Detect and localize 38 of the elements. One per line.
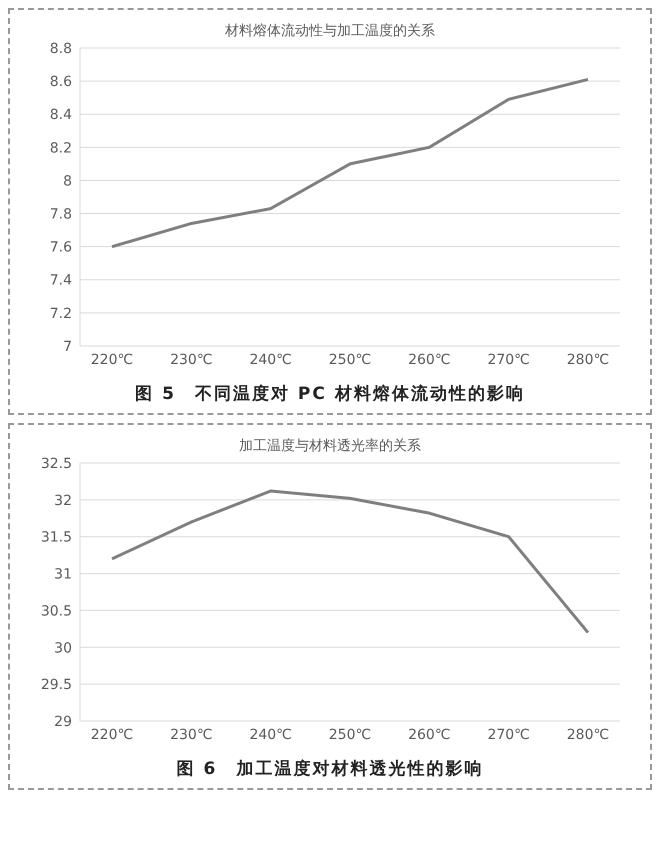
chart-title: 加工温度与材料透光率的关系	[238, 437, 422, 455]
y-tick-label: 7.4	[50, 272, 72, 289]
y-tick-label: 7.2	[50, 306, 72, 322]
x-tick-label: 270℃	[487, 726, 530, 743]
x-tick-label: 280℃	[566, 726, 610, 743]
x-tick-label: 240℃	[249, 726, 292, 743]
line-series	[110, 490, 590, 634]
y-tick-label: 31	[54, 566, 72, 583]
x-tick-label: 230℃	[170, 352, 213, 368]
y-tick-label: 8	[63, 173, 72, 190]
x-tick-label: 280℃	[566, 352, 610, 368]
y-tick-label: 8.8	[50, 40, 72, 57]
x-tick-label: 240℃	[249, 352, 292, 368]
x-tick-label: 260℃	[408, 352, 451, 368]
caption: 图 6 加工温度对材料透光性的影响	[176, 758, 484, 780]
y-tick-label: 7.8	[50, 206, 72, 223]
y-tick-label: 29	[54, 714, 72, 730]
chart-title: 材料熔体流动性与加工温度的关系	[224, 22, 436, 40]
x-tick-label: 220℃	[90, 726, 134, 743]
x-tick-label: 250℃	[328, 352, 372, 368]
caption: 图 5 不同温度对 PC 材料熔体流动性的影响	[134, 383, 526, 405]
y-tick-label: 7.6	[50, 240, 72, 256]
line-series	[110, 78, 590, 248]
x-tick-label: 230℃	[170, 726, 213, 743]
x-tick-label: 270℃	[487, 352, 530, 368]
y-tick-label: 7	[63, 338, 72, 355]
y-tick-label: 29.5	[40, 677, 72, 694]
y-tick-label: 8.2	[50, 140, 72, 156]
x-tick-label: 250℃	[328, 726, 372, 743]
x-tick-label: 220℃	[90, 352, 134, 368]
y-tick-label: 8.4	[50, 107, 72, 124]
y-tick-label: 30.5	[40, 603, 72, 620]
y-tick-label: 8.6	[50, 74, 72, 90]
y-tick-label: 32.5	[40, 456, 72, 472]
x-tick-label: 260℃	[408, 726, 451, 743]
y-tick-label: 32	[54, 492, 72, 509]
y-tick-label: 31.5	[40, 530, 72, 546]
y-tick-label: 30	[54, 640, 72, 656]
